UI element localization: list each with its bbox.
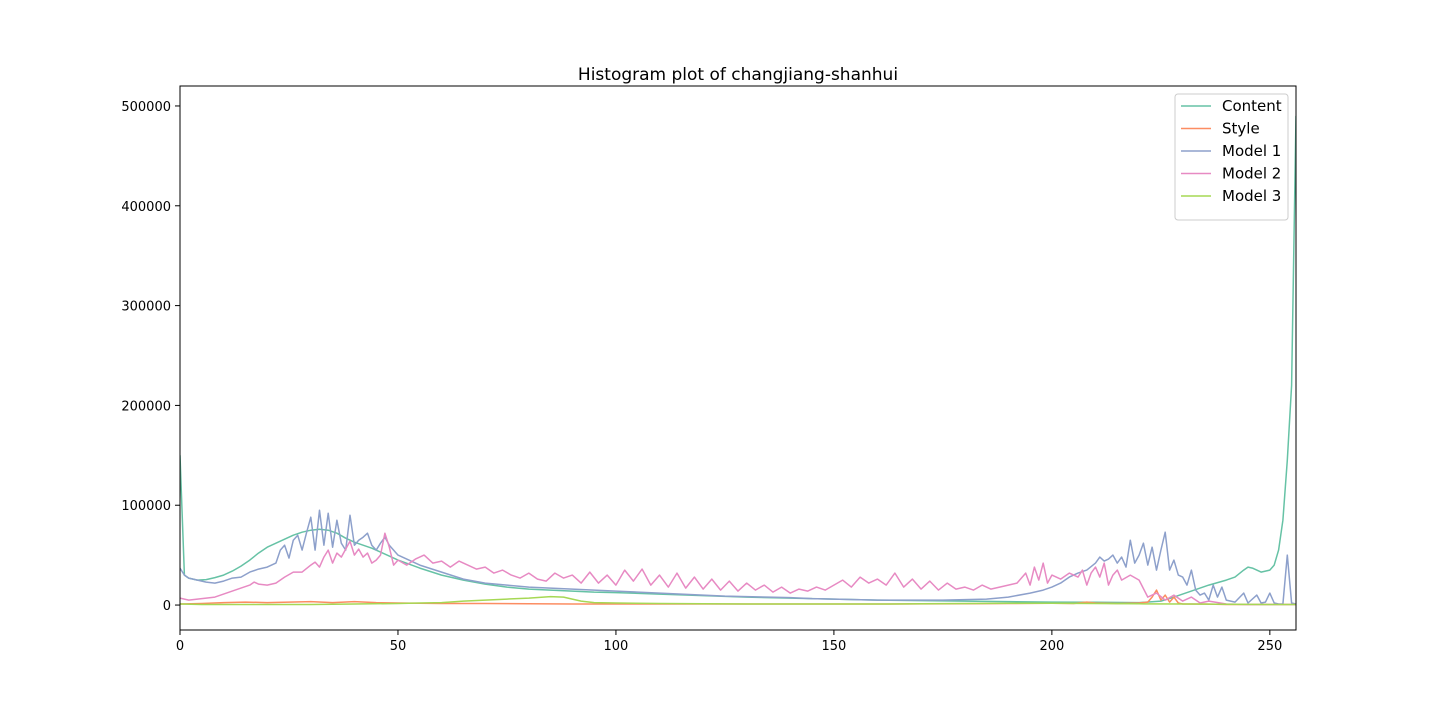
axes-layer: 0 50 100 150 200 250 0 100000 200000 300000 400000… [121, 85, 1297, 654]
legend-label: Model 2 [1222, 165, 1281, 183]
series-line-model-3 [180, 595, 1296, 606]
legend: Content Style Model 1 Model 2 Model 3 [1174, 93, 1289, 221]
legend-label: Style [1222, 120, 1260, 138]
series-line-content [180, 115, 1296, 604]
y-tick-label: 300000 [121, 300, 171, 315]
x-tick-label: 200 [1039, 639, 1064, 654]
y-tick-label: 500000 [121, 100, 171, 115]
x-tick-label: 50 [390, 639, 407, 654]
y-tick-label: 400000 [121, 200, 171, 215]
series-line-model-2 [180, 532, 1296, 606]
series-line-model-1 [180, 509, 1296, 605]
y-tick-label: 100000 [121, 499, 171, 514]
x-tick-label: 100 [604, 639, 629, 654]
legend-label: Model 1 [1222, 142, 1281, 160]
chart-title: Histogram plot of changjiang-shanhui [578, 65, 898, 85]
y-tick-label: 0 [163, 599, 171, 614]
plot-frame [179, 85, 1297, 631]
series-layer [180, 115, 1296, 606]
x-tick-label: 0 [176, 639, 184, 654]
legend-box [1174, 93, 1289, 221]
legend-label: Model 3 [1222, 187, 1281, 205]
y-tick-label: 200000 [121, 399, 171, 414]
x-tick-label: 150 [821, 639, 846, 654]
legend-label: Content [1222, 97, 1282, 115]
x-tick-label: 250 [1257, 639, 1282, 654]
